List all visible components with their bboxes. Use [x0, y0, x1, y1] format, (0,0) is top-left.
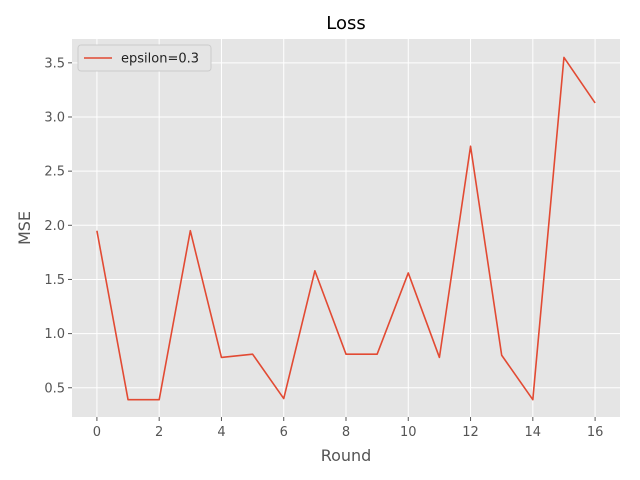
legend-entry-label: epsilon=0.3	[121, 52, 199, 67]
grid-lines	[72, 39, 620, 417]
x-tick-label: 0	[93, 425, 101, 440]
x-axis-label: Round	[321, 446, 372, 465]
x-tick-label: 10	[400, 425, 417, 440]
y-tick-label: 3.5	[44, 56, 65, 71]
y-tick-label: 2.5	[44, 165, 65, 180]
series-lines	[96, 56, 596, 401]
legend-box	[77, 44, 212, 72]
x-tick-label: 2	[155, 425, 163, 440]
chart-title: Loss	[326, 13, 365, 34]
series-line	[96, 56, 596, 401]
x-tick-label: 12	[462, 425, 479, 440]
x-tick-label: 4	[217, 425, 225, 440]
x-tick-label: 6	[280, 425, 288, 440]
y-tick-label: 1.0	[44, 327, 65, 342]
legend: epsilon=0.3	[77, 44, 212, 72]
y-tick-label: 0.5	[44, 381, 65, 396]
x-tick-label: 16	[587, 425, 604, 440]
y-tick-label: 3.0	[44, 110, 65, 125]
x-tick-label: 8	[342, 425, 350, 440]
x-tick-label: 14	[525, 425, 542, 440]
axis-ticks: 0 2 4 6 8 10 12 14 16 0.5 1.0 1.5 2.0 2.5 3.0 3.5	[44, 56, 603, 440]
y-tick-label: 1.5	[44, 273, 65, 288]
y-axis-label: MSE	[15, 211, 34, 245]
y-tick-label: 2.0	[44, 219, 65, 234]
